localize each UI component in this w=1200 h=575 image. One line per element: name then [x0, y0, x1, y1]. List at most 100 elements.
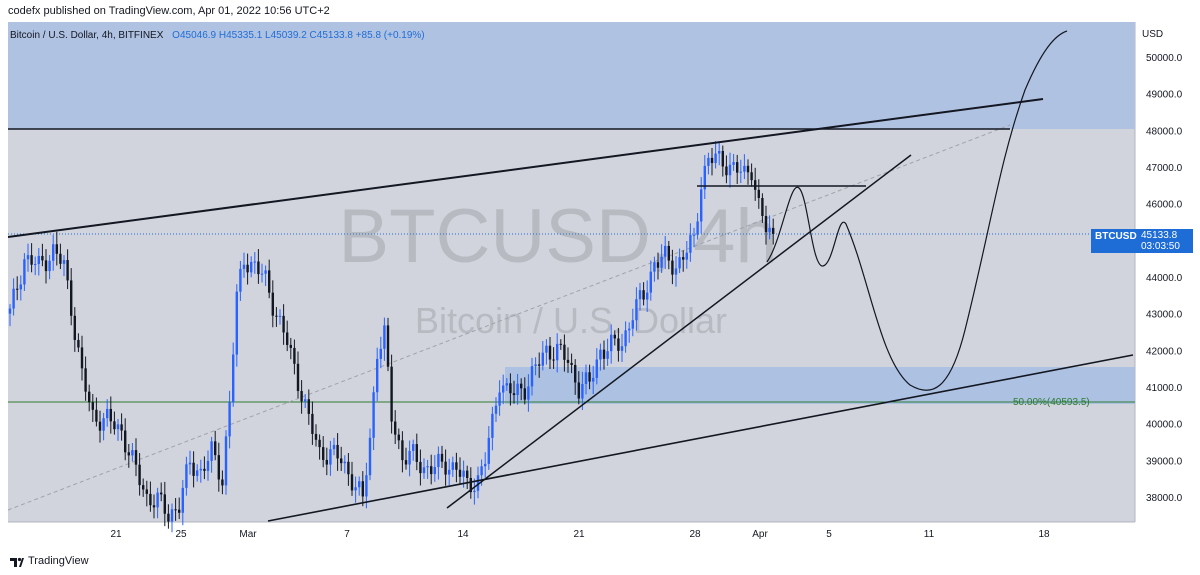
candle-body	[444, 461, 447, 475]
candle-body	[239, 268, 242, 292]
candle-body	[581, 383, 584, 399]
candle-body	[314, 433, 318, 440]
upper-trendline	[7, 98, 1044, 238]
footer	[0, 547, 1200, 575]
candle-body	[350, 474, 354, 491]
candle-body	[415, 444, 418, 462]
candle-body	[689, 235, 692, 253]
candle-body	[178, 509, 181, 513]
legend-close: C45133.8	[309, 30, 353, 41]
candle-body	[606, 351, 609, 359]
legend-high: H45335.1	[218, 30, 263, 41]
candle-body	[368, 437, 372, 476]
candle-body	[264, 270, 267, 274]
publisher-line: codefx published on TradingView.com, Apr…	[8, 5, 330, 17]
candle-body	[322, 447, 325, 460]
candle-body	[696, 221, 699, 235]
candle-body	[26, 255, 30, 260]
candle-body	[700, 189, 703, 222]
candle-body	[390, 366, 393, 422]
candle-body	[574, 364, 577, 383]
candle-body	[106, 408, 109, 419]
candle-body	[667, 245, 670, 261]
candle-body	[419, 461, 422, 474]
price-tick-label: 38000.0	[1146, 493, 1183, 504]
candle-body	[80, 347, 84, 369]
candle-body	[361, 481, 364, 497]
candle-body	[725, 166, 728, 176]
candle-body	[120, 424, 123, 431]
candle-body	[487, 437, 490, 464]
demand-zone	[505, 367, 1135, 404]
candle-body	[37, 255, 40, 265]
last-price-tag: BTCUSD 45133.8 03:03:50	[1091, 229, 1193, 253]
candle-body	[476, 475, 480, 491]
candle-body	[257, 261, 260, 275]
candle-body	[34, 264, 37, 266]
candle-body	[325, 459, 328, 465]
candle-body	[541, 352, 544, 366]
candle-body	[721, 150, 724, 167]
candle-body	[692, 234, 696, 236]
candle-body	[440, 453, 444, 462]
candle-body	[214, 441, 217, 456]
candle-body	[181, 487, 184, 513]
legend-symbol: Bitcoin / U.S. Dollar, 4h, BITFINEX	[10, 30, 164, 41]
candle-body	[347, 461, 350, 475]
candle-body	[185, 464, 188, 488]
candle-body	[523, 388, 526, 400]
candle-body	[635, 299, 638, 321]
candle-body	[404, 460, 408, 465]
candle-body	[282, 315, 285, 333]
candle-body	[127, 452, 130, 456]
candle-body	[772, 227, 775, 234]
candle-body	[246, 264, 249, 273]
candle-body	[584, 372, 588, 384]
candle-body	[469, 477, 472, 493]
candle-body	[268, 270, 271, 293]
candle-body	[250, 261, 253, 273]
candle-body	[196, 470, 199, 476]
candle-body	[638, 290, 642, 300]
candle-body	[152, 505, 156, 508]
candle-body	[502, 385, 505, 393]
legend-open: O45046.9	[172, 30, 216, 41]
candle-body	[491, 413, 494, 438]
candle-body	[620, 346, 624, 351]
candle-body	[289, 344, 292, 348]
tradingview-logo-icon	[10, 557, 24, 567]
legend-low: L45039.2	[265, 30, 307, 41]
candle-body	[311, 413, 314, 434]
candle-body	[617, 338, 620, 351]
chart-svg[interactable]: BTCUSD, 4h Bitcoin / U.S. Dollar 50.00%(…	[0, 22, 1200, 545]
time-tick-label: 21	[110, 529, 122, 540]
candle-body	[66, 260, 69, 281]
candle-body	[545, 345, 548, 353]
candle-body	[336, 444, 339, 459]
candle-body	[746, 165, 750, 173]
price-tick-label: 39000.0	[1146, 456, 1183, 467]
candle-body	[379, 348, 382, 359]
projected-price-path	[766, 30, 1068, 391]
candle-body	[610, 334, 613, 352]
candle-body	[764, 215, 768, 233]
last-price-symbol: BTCUSD	[1095, 231, 1137, 242]
candle-body	[559, 343, 562, 345]
candle-body	[671, 260, 674, 275]
fib-50-label: 50.00%(40593.5)	[1013, 397, 1090, 408]
candle-body	[750, 172, 753, 181]
candle-body	[318, 439, 321, 448]
candle-body	[365, 475, 368, 497]
candle-body	[217, 455, 220, 480]
candle-body	[376, 358, 379, 393]
candle-body	[91, 402, 94, 410]
candle-body	[343, 461, 346, 464]
chart-frame[interactable]: BTCUSD, 4h Bitcoin / U.S. Dollar 50.00%(…	[0, 22, 1200, 545]
candle-body	[372, 392, 375, 438]
candle-body	[602, 349, 606, 359]
watermark-ticker: BTCUSD, 4h	[338, 194, 777, 279]
time-tick-label: 18	[1038, 529, 1050, 540]
tradingview-brand: TradingView	[28, 555, 89, 567]
candle-body	[354, 487, 357, 491]
price-tick-label: 46000.0	[1146, 200, 1183, 211]
